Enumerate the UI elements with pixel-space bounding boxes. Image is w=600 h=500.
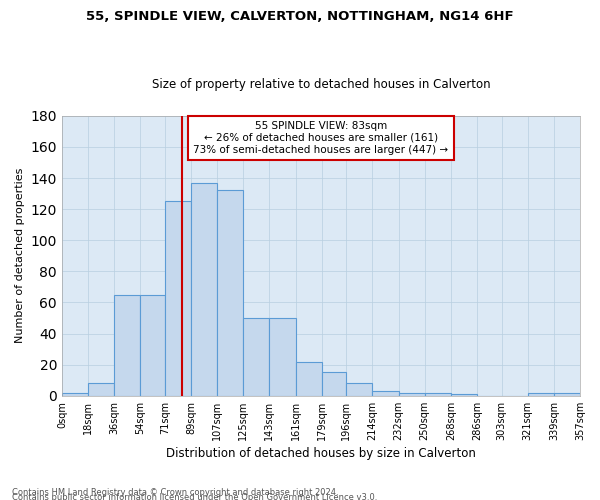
Bar bbox=[425, 392, 451, 396]
Bar bbox=[269, 318, 296, 396]
Bar bbox=[398, 392, 425, 396]
Text: Contains public sector information licensed under the Open Government Licence v3: Contains public sector information licen… bbox=[12, 493, 377, 500]
Bar bbox=[373, 391, 398, 396]
Y-axis label: Number of detached properties: Number of detached properties bbox=[15, 168, 25, 344]
Bar bbox=[140, 294, 165, 396]
Text: 55, SPINDLE VIEW, CALVERTON, NOTTINGHAM, NG14 6HF: 55, SPINDLE VIEW, CALVERTON, NOTTINGHAM,… bbox=[86, 10, 514, 23]
Bar bbox=[165, 202, 191, 396]
Bar bbox=[528, 392, 554, 396]
Bar bbox=[451, 394, 477, 396]
Text: Contains HM Land Registry data © Crown copyright and database right 2024.: Contains HM Land Registry data © Crown c… bbox=[12, 488, 338, 497]
Bar bbox=[114, 294, 140, 396]
Text: 55 SPINDLE VIEW: 83sqm
← 26% of detached houses are smaller (161)
73% of semi-de: 55 SPINDLE VIEW: 83sqm ← 26% of detached… bbox=[193, 122, 449, 154]
Bar bbox=[554, 392, 580, 396]
Bar bbox=[62, 392, 88, 396]
Bar bbox=[244, 318, 269, 396]
Bar bbox=[88, 384, 114, 396]
Bar bbox=[191, 182, 217, 396]
Bar bbox=[322, 372, 346, 396]
Bar bbox=[217, 190, 244, 396]
Bar bbox=[346, 384, 373, 396]
X-axis label: Distribution of detached houses by size in Calverton: Distribution of detached houses by size … bbox=[166, 447, 476, 460]
Bar bbox=[296, 362, 322, 396]
Title: Size of property relative to detached houses in Calverton: Size of property relative to detached ho… bbox=[152, 78, 490, 91]
